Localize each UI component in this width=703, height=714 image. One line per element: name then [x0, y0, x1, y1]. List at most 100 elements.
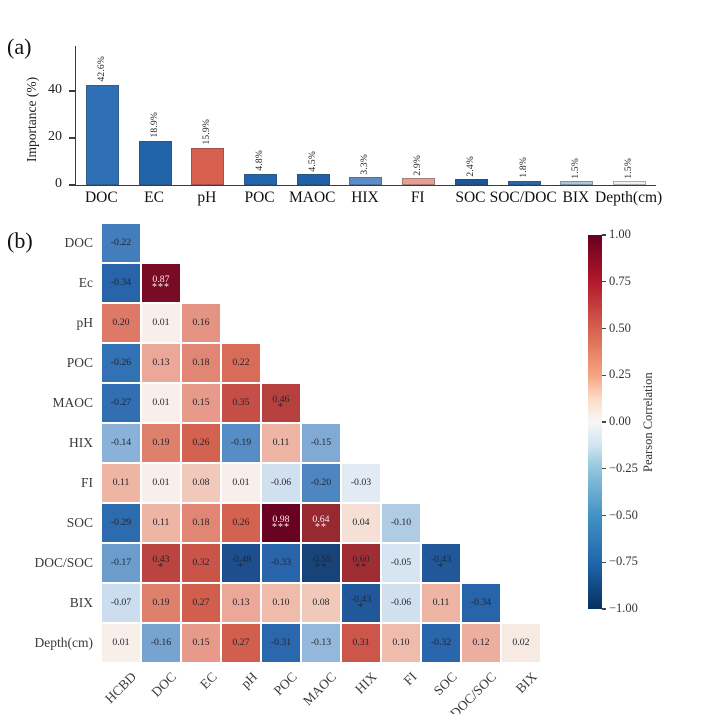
heatmap-cell-value: 0.27: [232, 637, 250, 648]
heatmap-cell: -0.20: [301, 463, 341, 503]
heatmap-cell: 0.08: [301, 583, 341, 623]
heatmap-cell-value: 0.18: [192, 517, 210, 528]
x-tick-label-SOC/DOC: SOC/DOC: [489, 189, 557, 206]
bar-slot-SOC/DOC: 1.8%: [498, 46, 551, 185]
bar-BIX: [560, 181, 594, 185]
significance-stars: *: [438, 562, 444, 573]
heatmap-cell: 0.22: [221, 343, 261, 383]
heatmap-cell: -0.27: [101, 383, 141, 423]
col-label-HCBD: HCBD: [102, 669, 140, 707]
heatmap-cell: 0.01: [141, 383, 181, 423]
heatmap-cell-value: -0.19: [230, 437, 252, 448]
heatmap-column-labels: HCBD DOC EC pH POC MAOC HIX FI SOC DOC/SOC BIX: [0, 663, 560, 714]
heatmap-cell-value: -0.17: [110, 557, 132, 568]
heatmap-cell: 0.20: [101, 303, 141, 343]
heatmap-cell: 0.18: [181, 343, 221, 383]
bar-slot-MAOC: 4.5%: [287, 46, 340, 185]
x-tick-label-MAOC: MAOC: [289, 189, 336, 206]
row-label-Depth(cm): Depth(cm): [34, 635, 93, 650]
heatmap-cell: -0.06: [381, 583, 421, 623]
colorbar-tick-label: −0.25: [609, 460, 638, 475]
heatmap-row-labels: DOC Ec pH POC MAOC HIX FI SOC DOC/SOC BIX Depth(cm…: [0, 223, 97, 663]
heatmap-cell-value: 0.15: [192, 637, 210, 648]
heatmap-cell-value: 0.01: [152, 317, 170, 328]
heatmap-cell: 0.60 **: [341, 543, 381, 583]
heatmap-cell-value: 0.10: [272, 597, 290, 608]
heatmap-cell: -0.10: [381, 503, 421, 543]
heatmap-cell: 0.10: [381, 623, 421, 663]
heatmap-cell: 0.02: [501, 623, 541, 663]
col-label-EC: EC: [196, 669, 220, 692]
row-label-DOC/SOC: DOC/SOC: [34, 555, 93, 570]
heatmap-cell-value: -0.29: [110, 517, 132, 528]
panel-a-label: (a): [7, 34, 32, 59]
heatmap-cell: 0.01: [141, 303, 181, 343]
heatmap-cell: 0.01: [141, 463, 181, 503]
heatmap-cell-value: -0.43: [430, 554, 452, 565]
bar-slot-POC: 4.8%: [234, 46, 287, 185]
heatmap-cell-value: 0.16: [192, 317, 210, 328]
heatmap-cell: -0.43 *: [421, 543, 461, 583]
bar-value-label: 1.5%: [624, 157, 635, 179]
heatmap-cell-value: -0.06: [390, 597, 412, 608]
heatmap-cell-value: -0.43: [350, 594, 372, 605]
heatmap-cell: 0.13: [221, 583, 261, 623]
colorbar-tick-mark: [602, 327, 606, 330]
x-tick-label-FI: FI: [410, 189, 425, 206]
significance-stars: ***: [272, 522, 290, 533]
colorbar-tick-label: 0.25: [609, 367, 631, 382]
heatmap-cell-value: 0.32: [192, 557, 210, 568]
col-label-FI: FI: [400, 669, 420, 689]
significance-stars: *: [358, 602, 364, 613]
row-label-Ec: Ec: [78, 275, 93, 290]
bar-chart-x-axis: DOC EC pH POC MAOC HIX FI SOC SOC/DOC BIX Depth(cm…: [75, 189, 662, 213]
heatmap-cell: 0.10: [261, 583, 301, 623]
bar-HIX: [349, 177, 383, 185]
bar-chart-y-axis: 0 20 40: [0, 46, 75, 191]
bar-pH: [191, 147, 225, 185]
bar-value-label: 1.5%: [571, 157, 582, 179]
heatmap-cell-value: 0.18: [192, 357, 210, 368]
bar-slot-EC: 18.9%: [129, 46, 182, 185]
col-label-SOC: SOC: [430, 669, 460, 699]
heatmap-cell-value: -0.15: [310, 437, 332, 448]
heatmap-cell-value: 0.31: [352, 637, 370, 648]
row-label-HIX: HIX: [69, 435, 93, 450]
heatmap-cell-value: 0.19: [152, 437, 170, 448]
heatmap-cell-value: -0.16: [150, 637, 172, 648]
heatmap-cell: -0.32: [421, 623, 461, 663]
colorbar-tick-label: 0.75: [609, 273, 631, 288]
bar-value-label: 42.6%: [96, 56, 107, 82]
heatmap-cell: 0.01: [101, 623, 141, 663]
x-tick-label-BIX: BIX: [562, 189, 590, 206]
heatmap-cell-value: 0.11: [272, 437, 290, 448]
bar-slot-pH: 15.9%: [181, 46, 234, 185]
heatmap-cell: 0.18: [181, 503, 221, 543]
significance-stars: *: [238, 562, 244, 573]
bar-value-label: 2.4%: [465, 155, 476, 177]
x-tick-label-Depth(cm): Depth(cm): [595, 189, 663, 206]
colorbar-tick-label: 0.00: [609, 414, 631, 428]
heatmap-cell: 0.35: [221, 383, 261, 423]
col-label-DOC: DOC: [148, 669, 180, 700]
heatmap-cell-value: -0.33: [270, 557, 292, 568]
bar-EC: [138, 140, 172, 185]
heatmap-cell-value: 0.08: [312, 597, 330, 608]
heatmap-cell: 0.64 **: [301, 503, 341, 543]
y-tick-mark: [69, 137, 75, 139]
colorbar-tick-mark: [602, 561, 606, 563]
row-label-DOC: DOC: [64, 235, 93, 250]
col-label-MAOC: MAOC: [300, 669, 340, 709]
bar-FI: [402, 178, 436, 185]
significance-stars: ***: [152, 282, 170, 293]
significance-stars: **: [315, 562, 327, 573]
bar-value-label: 3.3%: [360, 153, 371, 175]
colorbar-tick-label: −0.50: [609, 507, 638, 522]
heatmap-cell-value: 0.01: [152, 477, 170, 488]
heatmap-cell-value: -0.06: [270, 477, 292, 488]
colorbar-tick-label: 0.50: [609, 320, 631, 335]
heatmap-cell-value: -0.27: [110, 397, 132, 408]
y-tick-mark: [69, 184, 75, 186]
bar-SOC: [454, 179, 488, 185]
